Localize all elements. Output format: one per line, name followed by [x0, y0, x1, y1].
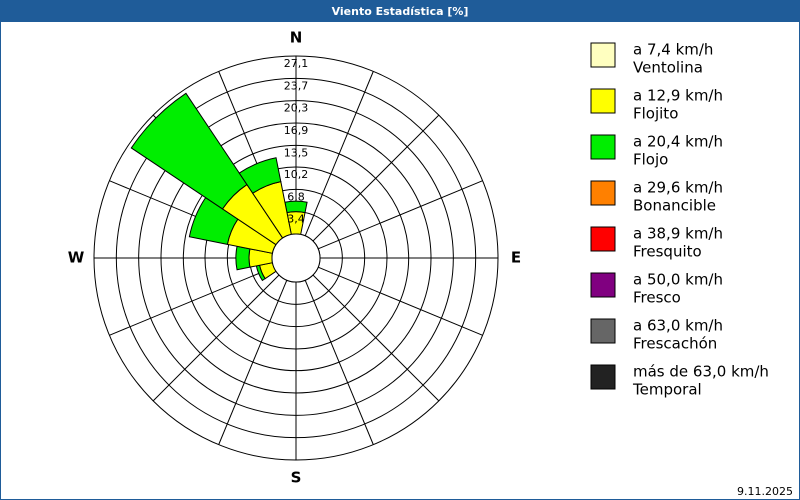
calm — [271, 233, 321, 283]
legend-description: Temporal — [632, 381, 702, 399]
r-tick-label: 23,7 — [284, 79, 309, 92]
legend-label: a 12,9 km/h — [633, 87, 723, 105]
r-tick-label: 16,9 — [284, 124, 309, 137]
chart: 3,4 6,8 10,2 13,5 16,9 20,3 23,7 27,1 N E S Wa 7,4 … — [68, 29, 793, 499]
legend-swatch — [590, 318, 616, 344]
spoke — [152, 274, 280, 402]
spoke — [304, 71, 374, 237]
legend-swatch — [590, 364, 616, 390]
legend-label: a 63,0 km/h — [633, 317, 723, 335]
legend-swatch — [590, 180, 616, 206]
spoke — [304, 279, 374, 445]
legend-label: más de 63,0 km/h — [633, 363, 769, 381]
spoke — [312, 114, 440, 242]
r-tick-label: 6,8 — [287, 190, 305, 203]
date: 9.11.2025 — [737, 485, 793, 498]
direction-label: W — [68, 249, 85, 267]
wedge — [130, 92, 248, 210]
legend-label: a 7,4 km/h — [633, 41, 713, 59]
legend-label: a 38,9 km/h — [633, 225, 723, 243]
legend-description: Fresquito — [633, 243, 702, 261]
legend-description: Ventolina — [633, 59, 703, 77]
direction-label: N — [290, 29, 303, 47]
legend-swatch — [590, 42, 616, 68]
title-bar: Viento Estadística [%] — [1, 1, 799, 22]
legend-description: Flojo — [633, 151, 668, 169]
legend-label: a 29,6 km/h — [633, 179, 723, 197]
r-tick-label: 10,2 — [284, 168, 309, 181]
legend-description: Flojito — [633, 105, 678, 123]
legend-swatch — [590, 226, 616, 252]
wedge — [235, 245, 251, 271]
spoke — [312, 274, 440, 402]
legend-label: a 20,4 km/h — [633, 133, 723, 151]
wedge — [284, 200, 308, 214]
r-tick-label: 3,4 — [287, 213, 305, 226]
r-tick-label: 13,5 — [284, 146, 309, 159]
legend-description: Fresco — [633, 289, 681, 307]
spoke — [109, 266, 275, 336]
r-tick-label: 20,3 — [284, 102, 309, 115]
legend-swatch — [590, 88, 616, 114]
wedge — [238, 157, 282, 194]
r-tick-label: 27,1 — [284, 57, 309, 70]
legend-description: Bonancible — [633, 197, 716, 215]
direction-label: E — [511, 249, 521, 267]
spoke — [317, 180, 483, 250]
legend-swatch — [590, 272, 616, 298]
direction-label: S — [291, 469, 302, 487]
legend-description: Frescachón — [633, 335, 717, 353]
spoke — [317, 266, 483, 336]
legend-label: a 50,0 km/h — [633, 271, 723, 289]
spoke — [218, 279, 288, 445]
legend-swatch — [590, 134, 616, 160]
